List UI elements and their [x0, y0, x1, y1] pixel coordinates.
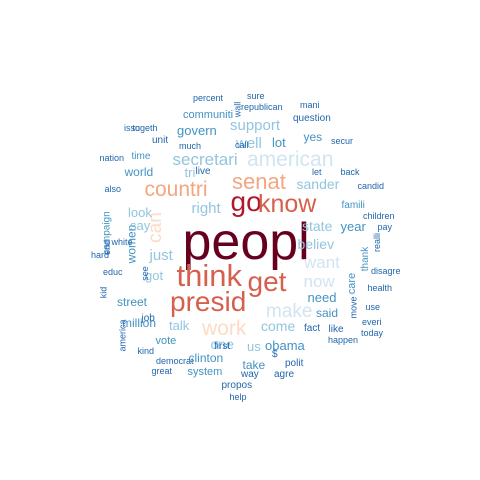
word-world: world	[124, 165, 154, 179]
word-work: work	[202, 316, 247, 340]
word-believ: believ	[297, 236, 335, 252]
word-job: job	[141, 313, 155, 324]
word-everi: everi	[362, 316, 382, 327]
word-kind: kind	[137, 345, 155, 356]
word-american: american	[247, 147, 334, 171]
word-got: got	[145, 267, 164, 283]
word-fact: fact	[304, 323, 321, 334]
word-clinton: clinton	[188, 351, 224, 365]
word-white: white	[111, 236, 133, 247]
word-support: support	[230, 116, 281, 134]
word-communiti: communiti	[183, 108, 234, 121]
word-presid: presid	[170, 286, 247, 317]
word-wall: wall	[232, 101, 243, 117]
word-great: great	[151, 365, 173, 376]
word-now: now	[303, 271, 335, 291]
word-health: health	[367, 282, 393, 293]
word-govern: govern	[177, 122, 217, 138]
word-well: well	[236, 134, 262, 152]
word-realli: realli	[371, 232, 382, 252]
word-street: street	[117, 295, 148, 309]
word-way: way	[241, 369, 259, 380]
word-thank: thank	[360, 246, 372, 272]
word-countri: countri	[144, 177, 208, 201]
word-need: need	[307, 289, 337, 305]
word-time: time	[131, 151, 151, 162]
word-back: back	[340, 166, 360, 177]
word-unit: unit	[152, 135, 169, 146]
word-know: know	[258, 189, 317, 218]
word-democrat: democrat	[156, 355, 194, 366]
word-tri: tri	[184, 164, 196, 180]
word-let: let	[312, 166, 322, 177]
word-us: us	[247, 338, 261, 354]
word-sander: sander	[296, 176, 340, 192]
word-pay: pay	[377, 221, 393, 232]
word-sure: sure	[247, 90, 265, 101]
word-want: want	[304, 252, 340, 272]
word-come: come	[261, 318, 296, 334]
word-vote: vote	[155, 334, 177, 347]
word-candid: candid	[357, 180, 385, 191]
word-famili: famili	[341, 200, 365, 211]
word-percent: percent	[193, 92, 224, 103]
word-help: help	[229, 391, 247, 402]
word-children: children	[363, 210, 395, 221]
word-system: system	[187, 365, 223, 378]
word-said: said	[316, 306, 339, 320]
word-go: go	[230, 186, 262, 217]
word-call: call	[235, 139, 249, 150]
word-get: get	[247, 266, 287, 297]
word-like: like	[328, 324, 344, 335]
word-million: million	[122, 316, 157, 330]
word-disagre: disagre	[371, 265, 401, 276]
word-first: first	[214, 341, 231, 352]
word-make: make	[266, 300, 313, 322]
word-also: also	[104, 183, 122, 194]
word-educ: educ	[103, 266, 123, 277]
word-lot: lot	[272, 134, 286, 150]
word-happen: happen	[328, 334, 359, 345]
word-move: move	[348, 295, 359, 319]
word-hard: hard	[91, 249, 110, 260]
word-issu: issu	[124, 122, 141, 133]
word-republican: republican	[241, 101, 283, 112]
word-use: use	[365, 301, 381, 312]
word-see: see	[139, 265, 150, 281]
word-talk: talk	[169, 317, 190, 333]
word-just: just	[149, 246, 173, 264]
word-agre: agre	[274, 369, 295, 380]
word-$: $	[272, 349, 278, 360]
word-one: one	[210, 336, 234, 352]
word-togeth: togeth	[132, 122, 158, 133]
word-question: question	[293, 113, 331, 124]
word-secretari: secretari	[172, 149, 238, 169]
word-look: look	[128, 204, 152, 220]
word-kid: kid	[98, 286, 109, 298]
word-today: today	[361, 327, 384, 338]
word-polit: polit	[285, 358, 304, 369]
word-propos: propos	[221, 380, 253, 391]
word-year: year	[340, 218, 366, 234]
word-america: america	[117, 318, 128, 352]
word-secur: secur	[331, 135, 354, 146]
word-senat: senat	[232, 169, 286, 194]
word-much: much	[179, 140, 202, 151]
word-peopl: peopl	[182, 213, 310, 271]
word-mani: mani	[300, 99, 320, 110]
word-state: state	[302, 218, 333, 234]
word-care: care	[345, 272, 358, 294]
word-think: think	[176, 257, 242, 293]
word-obama: obama	[265, 337, 305, 353]
word-right: right	[191, 199, 221, 217]
word-say: say	[130, 217, 151, 233]
word-take: take	[242, 358, 266, 372]
word-yes: yes	[303, 130, 323, 144]
word-nation: nation	[99, 152, 125, 163]
word-live: live	[195, 166, 211, 177]
